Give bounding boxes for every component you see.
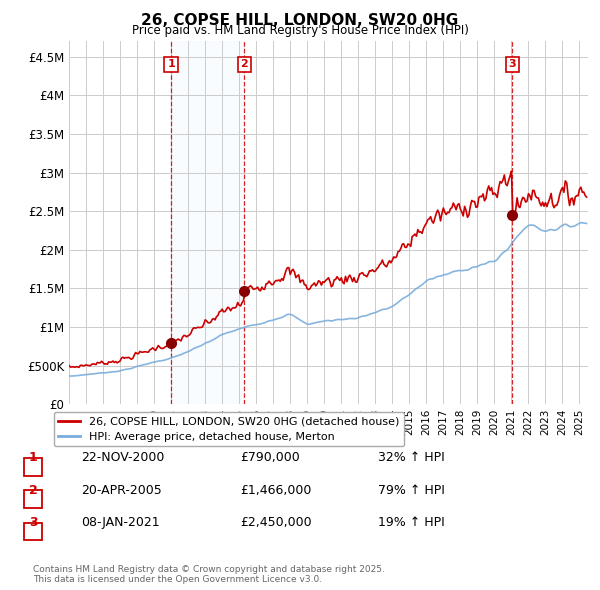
Text: 32% ↑ HPI: 32% ↑ HPI <box>378 451 445 464</box>
Text: £2,450,000: £2,450,000 <box>240 516 311 529</box>
Text: 22-NOV-2000: 22-NOV-2000 <box>81 451 164 464</box>
Text: 08-JAN-2021: 08-JAN-2021 <box>81 516 160 529</box>
Text: 1: 1 <box>29 451 37 464</box>
Legend: 26, COPSE HILL, LONDON, SW20 0HG (detached house), HPI: Average price, detached : 26, COPSE HILL, LONDON, SW20 0HG (detach… <box>53 412 404 447</box>
Text: 26, COPSE HILL, LONDON, SW20 0HG: 26, COPSE HILL, LONDON, SW20 0HG <box>142 13 458 28</box>
Text: £1,466,000: £1,466,000 <box>240 484 311 497</box>
Text: 79% ↑ HPI: 79% ↑ HPI <box>378 484 445 497</box>
Text: 20-APR-2005: 20-APR-2005 <box>81 484 162 497</box>
Text: 2: 2 <box>29 484 37 497</box>
Text: £790,000: £790,000 <box>240 451 300 464</box>
Text: 3: 3 <box>29 516 37 529</box>
Text: Price paid vs. HM Land Registry's House Price Index (HPI): Price paid vs. HM Land Registry's House … <box>131 24 469 37</box>
Text: 19% ↑ HPI: 19% ↑ HPI <box>378 516 445 529</box>
Text: 1: 1 <box>167 60 175 70</box>
Bar <box>171 41 244 404</box>
Text: 2: 2 <box>241 60 248 70</box>
Text: Contains HM Land Registry data © Crown copyright and database right 2025.
This d: Contains HM Land Registry data © Crown c… <box>33 565 385 584</box>
Text: 3: 3 <box>508 60 516 70</box>
